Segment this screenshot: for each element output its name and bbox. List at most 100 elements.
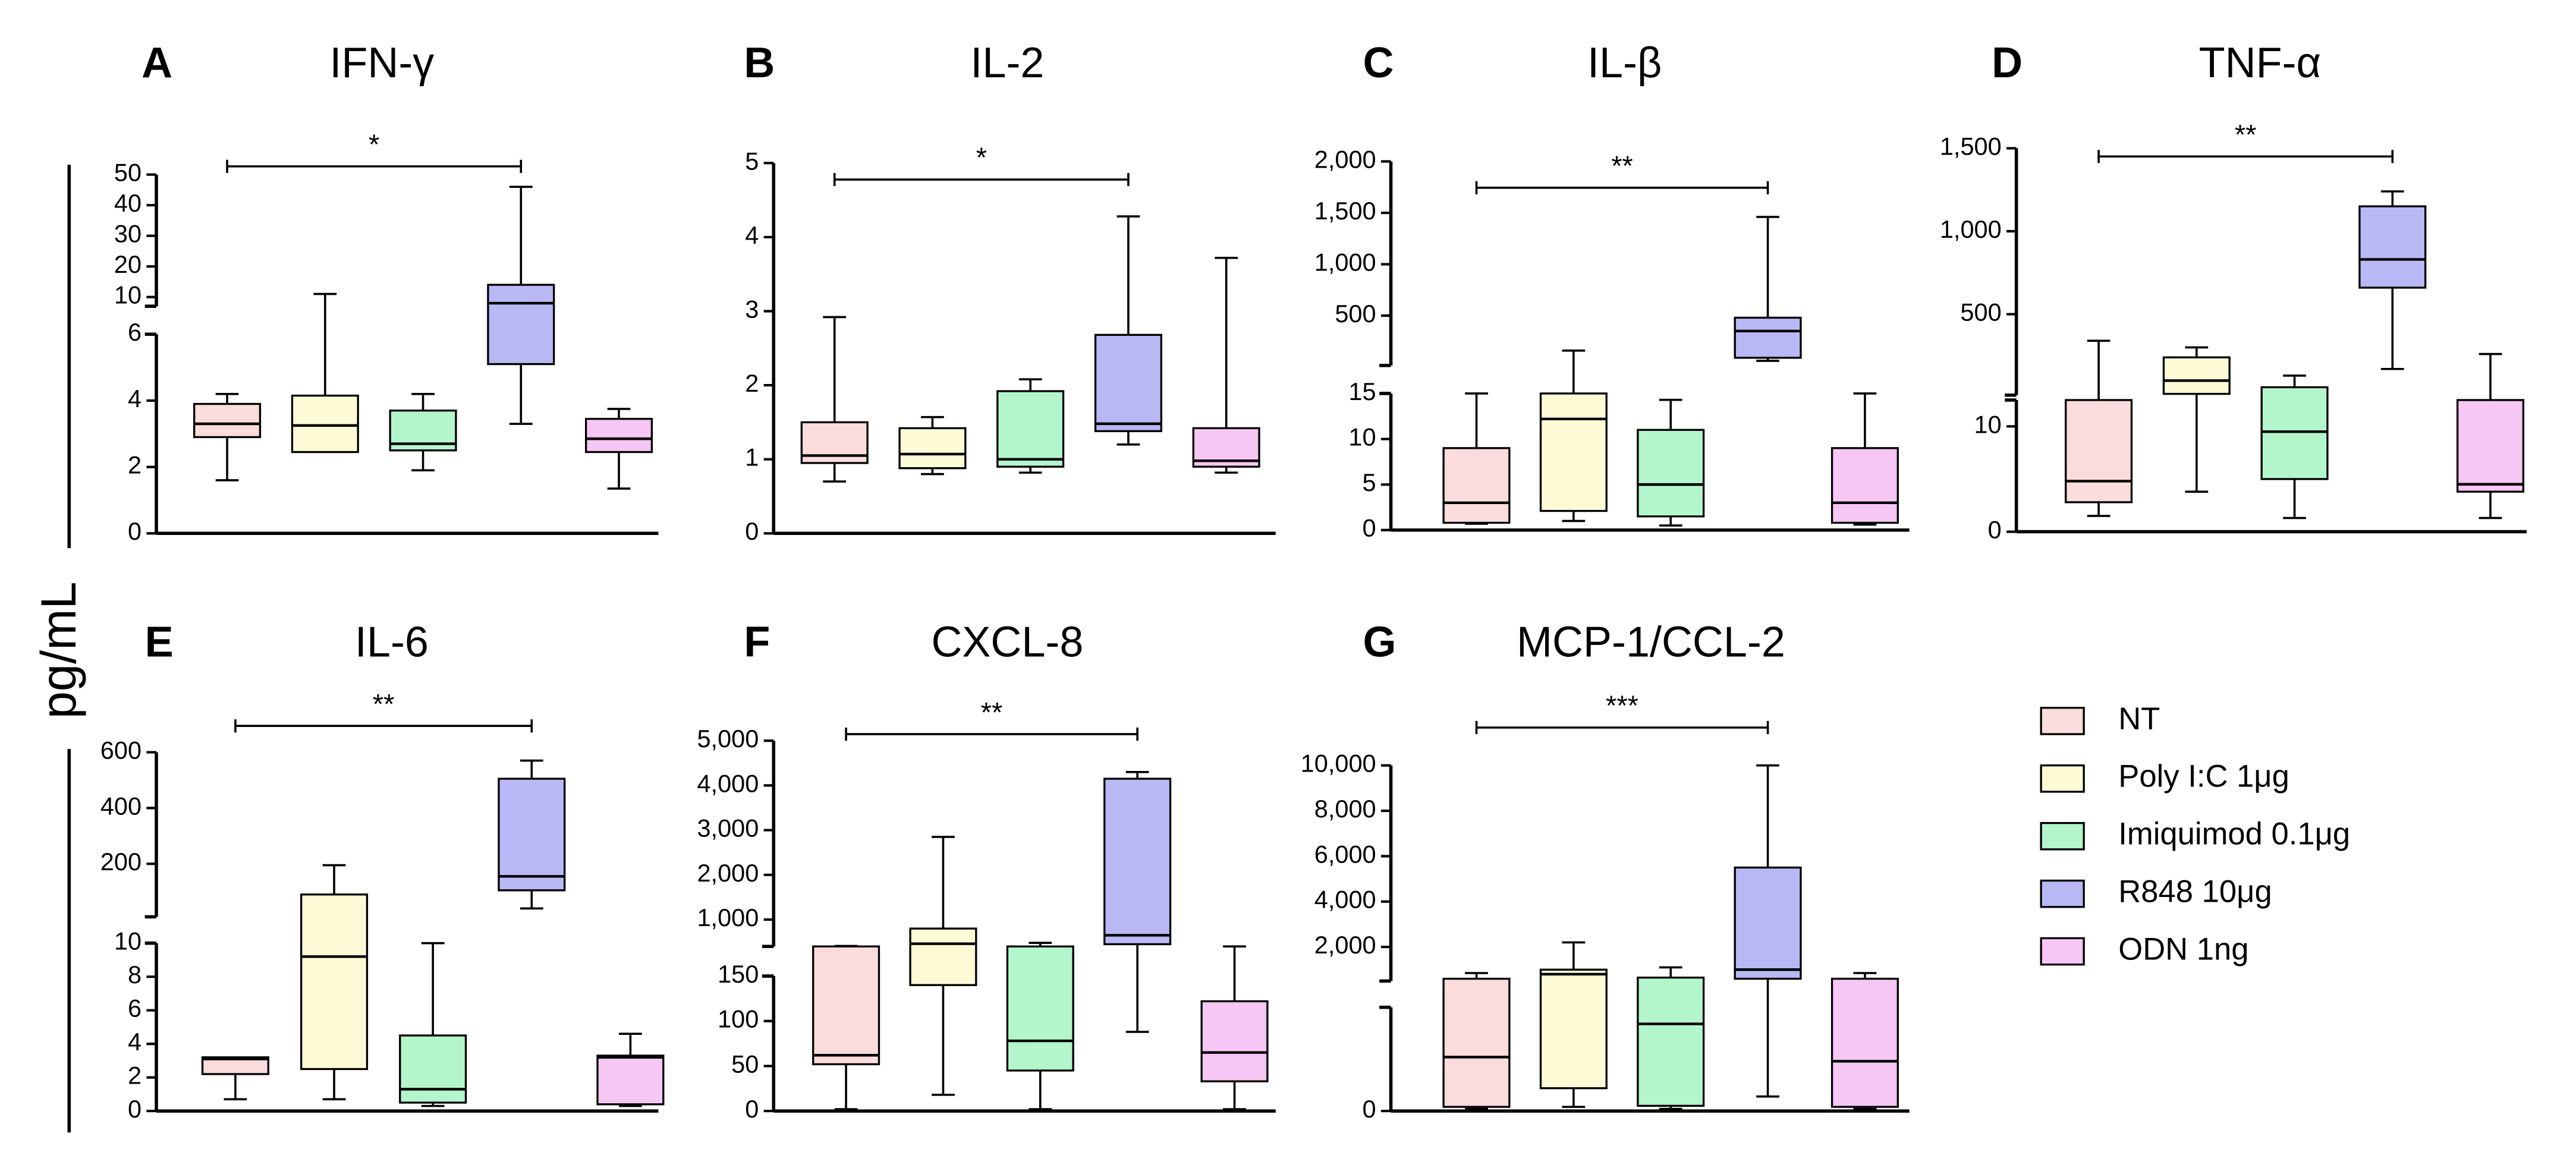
box: [1734, 866, 1802, 980]
y-tick-label: 600: [100, 736, 141, 764]
y-tick-label: 0: [128, 1095, 141, 1123]
y-tick-label: 1,500: [1314, 197, 1376, 225]
y-tick-label: 0: [1363, 1095, 1376, 1123]
y-tick-label: 1: [745, 443, 759, 471]
y-tick-label: 0: [128, 517, 141, 545]
y-tick-label: 50: [114, 159, 141, 187]
y-tick-label: 200: [100, 848, 141, 876]
panel-title: MCP-1/CCL-2: [1517, 619, 1785, 666]
y-tick-label: 2: [128, 451, 141, 479]
y-tick-label: 2,000: [1314, 931, 1376, 959]
y-tick-label: 150: [718, 960, 759, 988]
box: [1442, 977, 1511, 1108]
significance-stars: ***: [1606, 690, 1638, 721]
panel-letter: B: [744, 39, 775, 87]
y-tick-label: 500: [1335, 300, 1376, 328]
y-tick-label: 8,000: [1314, 795, 1376, 823]
box: [1539, 392, 1608, 512]
y-tick-label: 2,000: [697, 859, 759, 887]
box: [584, 417, 653, 454]
y-tick-label: 30: [114, 220, 141, 248]
box: [1442, 447, 1511, 524]
box: [2260, 386, 2329, 480]
box: [596, 1054, 665, 1106]
y-tick-label: 6: [128, 318, 141, 346]
box: [1200, 1000, 1269, 1082]
y-tick-label: 0: [745, 1095, 759, 1123]
y-tick-label: 400: [100, 792, 141, 820]
box: [996, 390, 1065, 468]
y-tick-label: 10: [114, 927, 141, 955]
box: [399, 1034, 467, 1104]
box: [1103, 777, 1172, 946]
box: [498, 777, 566, 892]
panel-letter: A: [141, 39, 172, 87]
panel-title: CXCL-8: [931, 619, 1083, 666]
legend-label: Imiquimod 0.1μg: [2118, 817, 2350, 852]
y-axis-label: pg/mL: [31, 581, 86, 719]
box: [1734, 316, 1802, 359]
y-tick-label: 0: [1988, 515, 2002, 543]
legend-swatch: [2040, 764, 2085, 793]
y-tick-label: 0: [1363, 514, 1376, 542]
y-tick-label: 2: [745, 369, 759, 397]
box: [300, 893, 369, 1071]
y-tick-label: 100: [718, 1005, 759, 1033]
box: [1637, 976, 1705, 1107]
y-tick-label: 1,000: [697, 904, 759, 931]
y-tick-label: 3: [745, 295, 759, 323]
y-tick-label: 4: [128, 1028, 141, 1056]
y-tick-label: 50: [731, 1050, 759, 1078]
box: [2456, 399, 2525, 493]
y-tick-label: 4: [128, 385, 141, 413]
box: [291, 394, 359, 454]
legend-swatch: [2040, 707, 2085, 735]
significance-stars: **: [1611, 150, 1633, 181]
legend-label: R848 10μg: [2118, 874, 2272, 909]
box: [1830, 447, 1899, 524]
y-tick-label: 6: [128, 994, 141, 1022]
panel-letter: C: [1363, 39, 1394, 87]
box: [487, 284, 555, 366]
y-tick-label: 10: [1348, 423, 1376, 451]
panel-letter: G: [1363, 619, 1396, 666]
panel-title: TNF-α: [2199, 39, 2321, 87]
panel-title: IL-2: [970, 39, 1044, 87]
box: [1539, 968, 1608, 1090]
significance-stars: **: [2235, 118, 2257, 150]
y-tick-label: 8: [128, 961, 141, 989]
legend-label: NT: [2118, 701, 2160, 736]
y-tick-label: 2: [128, 1062, 141, 1090]
y-tick-label: 4,000: [697, 769, 759, 797]
significance-stars: *: [369, 128, 379, 160]
y-tick-label: 10,000: [1301, 750, 1376, 777]
y-tick-label: 4: [745, 221, 759, 249]
y-tick-label: 10: [1974, 410, 2002, 438]
box: [1006, 945, 1074, 1072]
legend-swatch: [2040, 821, 2085, 851]
y-tick-label: 10: [114, 281, 141, 309]
box: [2162, 356, 2231, 395]
legend-swatch: [2040, 937, 2085, 966]
box: [909, 927, 977, 986]
legend-swatch: [2040, 879, 2085, 908]
significance-stars: *: [976, 141, 987, 173]
y-tick-label: 1,000: [1314, 248, 1376, 276]
y-tick-label: 500: [1960, 298, 2001, 326]
y-tick-label: 5: [745, 147, 759, 175]
y-tick-label: 4,000: [1314, 886, 1376, 914]
legend-label: ODN 1ng: [2118, 931, 2248, 967]
panel-letter: E: [145, 619, 174, 666]
box: [2065, 399, 2133, 503]
box: [898, 427, 967, 470]
box: [1830, 977, 1899, 1108]
y-tick-label: 1,500: [1940, 132, 2002, 160]
box: [2358, 205, 2427, 289]
box: [193, 402, 262, 439]
y-tick-label: 20: [114, 250, 141, 278]
panel-letter: D: [1992, 39, 2023, 87]
y-tick-label: 0: [745, 517, 759, 545]
y-tick-label: 15: [1348, 377, 1376, 405]
panel-title: IFN-γ: [329, 39, 434, 87]
